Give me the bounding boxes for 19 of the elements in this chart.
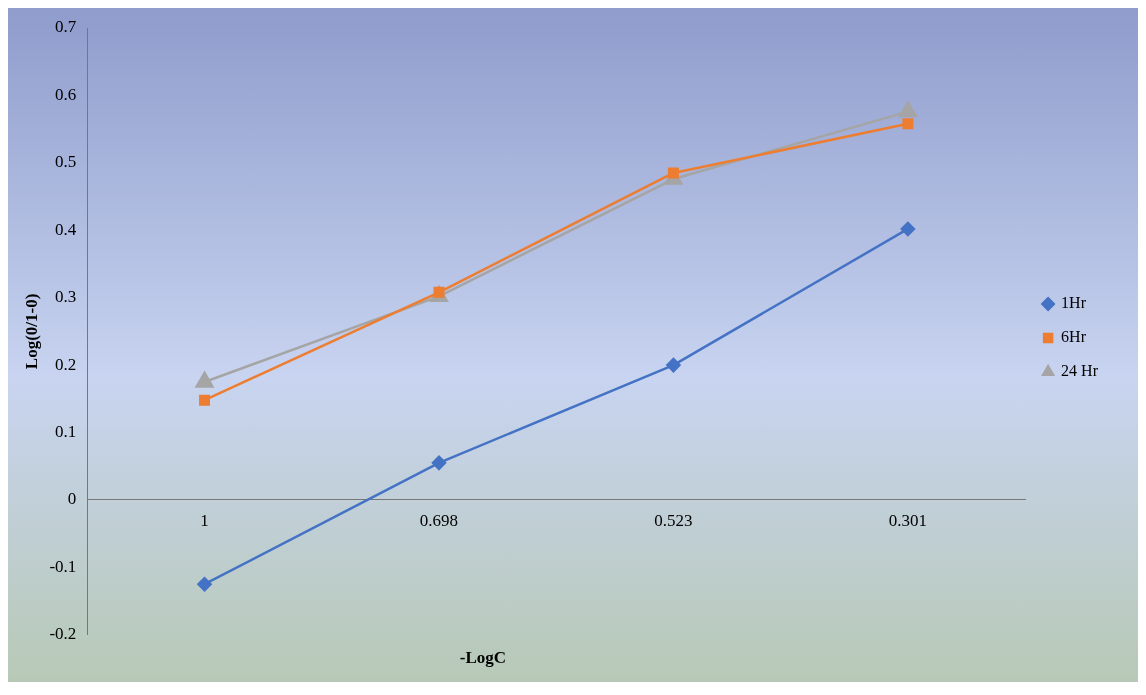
y-tick-label: 0	[67, 489, 77, 509]
legend-label: 6Hr	[1061, 328, 1087, 346]
y-tick-label: 0.3	[55, 287, 77, 307]
y-tick-label: 0.1	[55, 422, 77, 441]
y-tick-label: -0.2	[49, 624, 77, 644]
y-tick-label: 0.5	[55, 152, 77, 172]
x-axis-title: -LogC	[458, 648, 508, 669]
x-tick-label: 0.301	[888, 510, 928, 530]
y-tick-label: 0.2	[55, 354, 77, 374]
legend-label: 1Hr	[1061, 294, 1087, 312]
y-tick-label: 0.7	[55, 17, 77, 37]
x-tick-label: 0.698	[419, 510, 459, 530]
x-tick-label: 0.523	[654, 510, 693, 530]
y-axis-title: Log(0/1-0)	[21, 293, 41, 370]
y-tick-label: 0.6	[55, 84, 77, 104]
x-tick-label: 1	[200, 510, 209, 530]
y-tick-label: 0.4	[55, 219, 77, 239]
y-tick-label: -0.1	[49, 556, 77, 576]
legend-label: 24 Hr	[1061, 362, 1099, 380]
